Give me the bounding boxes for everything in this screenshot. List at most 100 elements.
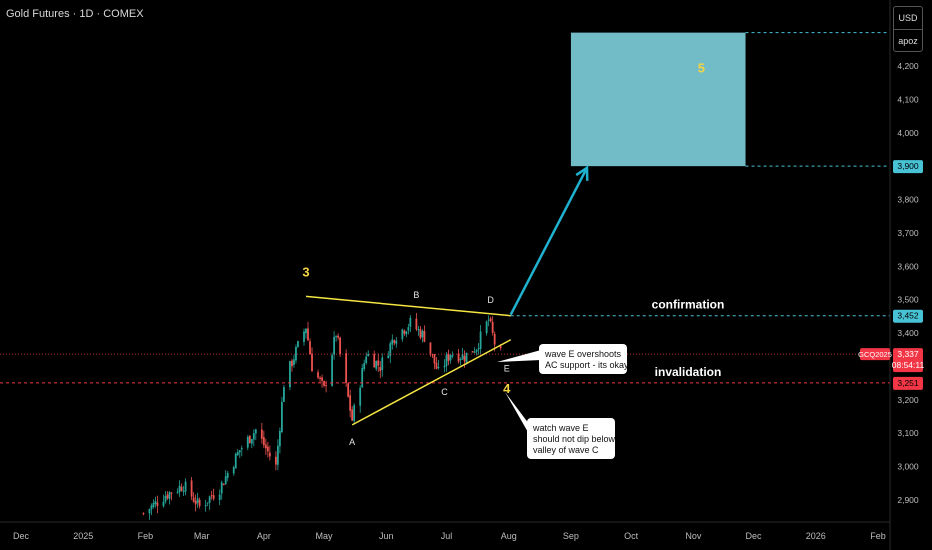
wave-label-C: C <box>441 387 448 397</box>
invalidation-axis-tag-text: 3,251 <box>897 378 919 388</box>
candle-body <box>192 497 195 502</box>
price-tick-label: 3,200 <box>897 395 919 405</box>
confirmation-axis-tag: 3,452 <box>893 309 923 323</box>
candle-body <box>415 318 418 330</box>
candle-body <box>206 502 209 504</box>
candle-body <box>423 330 426 342</box>
candle-body <box>367 353 370 357</box>
callout-text-line: AC support - its okay <box>545 360 629 370</box>
candle-body <box>333 336 335 355</box>
callout-pointer <box>497 350 541 362</box>
time-tick-label: May <box>316 531 334 541</box>
candle-body <box>210 495 213 497</box>
candle-body <box>353 405 356 422</box>
candle-body <box>433 354 436 364</box>
candle-body <box>208 496 211 503</box>
candle-body <box>248 435 251 444</box>
candle-body <box>156 502 159 506</box>
candle-body <box>443 365 446 368</box>
candle-body <box>339 337 342 355</box>
candle-body <box>303 331 305 342</box>
candle-body <box>224 476 227 484</box>
candle-body <box>212 495 215 499</box>
callout-text-line: valley of wave C <box>533 445 599 455</box>
wave-label-5: 5 <box>698 61 705 76</box>
candle-body <box>377 360 380 366</box>
target-base-axis-tag-text: 3,900 <box>897 161 919 171</box>
candle-body <box>435 362 438 369</box>
candle-body <box>401 329 404 340</box>
candle-body <box>317 372 319 378</box>
candle-body <box>238 450 241 453</box>
current-price-tag-text: 3,337 <box>897 349 919 359</box>
candle-body <box>465 352 468 363</box>
time-tick-label: Jul <box>441 531 453 541</box>
candle-body <box>240 448 243 450</box>
price-tick-label: 2,900 <box>897 495 919 505</box>
symbol-tag-bg <box>860 348 890 361</box>
candle-body <box>365 356 368 364</box>
price-axis: 2,9003,0003,1003,2003,3003,4003,5003,600… <box>858 0 932 550</box>
candle-body <box>166 494 169 499</box>
time-tick-label: 2026 <box>806 531 826 541</box>
candle-body <box>222 483 225 486</box>
candle-body <box>178 485 181 493</box>
candle-body <box>493 333 496 345</box>
candle-body <box>487 319 490 321</box>
candle-body <box>323 381 325 386</box>
callout-pointer <box>505 392 529 434</box>
candle-body <box>345 353 348 383</box>
candle-body <box>347 383 350 397</box>
time-axis: Dec 2025 Feb Mar Apr May Jun Jul Aug Sep Oct Nov Dec… <box>0 521 890 541</box>
candle-body <box>309 341 311 355</box>
symbol-title: Gold Futures · 1D · COMEX <box>6 8 144 20</box>
candle-body <box>268 452 271 457</box>
candle-body <box>264 444 267 449</box>
time-tick-label: Sep <box>563 531 579 541</box>
wave-label-E: E <box>504 363 510 373</box>
callout-box <box>539 344 627 374</box>
candle-body <box>152 502 155 507</box>
target-zone-box <box>570 32 746 167</box>
candle-body <box>451 355 454 357</box>
candle-body <box>463 355 466 362</box>
candle-body <box>485 321 488 334</box>
price-axis-bg <box>890 0 932 550</box>
candle-body <box>293 359 295 365</box>
candle-body <box>361 367 364 388</box>
candle-body <box>325 385 327 387</box>
candle-body <box>475 349 478 352</box>
candle-body <box>170 492 173 494</box>
candle-body <box>276 445 279 465</box>
confirmation-axis-tag-bg <box>893 309 923 323</box>
candle-body <box>391 339 394 345</box>
candle-body <box>359 387 362 406</box>
candle-body <box>419 329 422 338</box>
candle-body <box>236 452 239 456</box>
callout-text-line: wave E overshoots <box>544 349 622 359</box>
scale-mode-label: apoz <box>894 29 922 52</box>
price-tick-label: 4,000 <box>897 128 919 138</box>
candle-body <box>281 401 283 433</box>
candle-body <box>226 473 229 478</box>
time-tick-label: 2025 <box>73 531 93 541</box>
time-tick-label: Dec <box>746 531 763 541</box>
price-tick-label: 3,800 <box>897 195 919 205</box>
candle-body <box>349 395 352 411</box>
candle-body <box>405 331 408 335</box>
candle-body <box>409 317 412 327</box>
candle-body <box>471 351 474 353</box>
candle-body <box>407 327 410 331</box>
time-tick-label: Mar <box>194 531 210 541</box>
candle-body <box>154 501 157 505</box>
currency-selector[interactable]: USD apoz <box>893 6 923 52</box>
target-arrow-head <box>575 165 589 181</box>
candle-body <box>289 361 291 388</box>
candle-body <box>335 336 338 338</box>
candle-body <box>142 513 145 515</box>
candle-body <box>447 353 450 361</box>
current-price-tag-text: 08:54:11 <box>892 360 925 370</box>
